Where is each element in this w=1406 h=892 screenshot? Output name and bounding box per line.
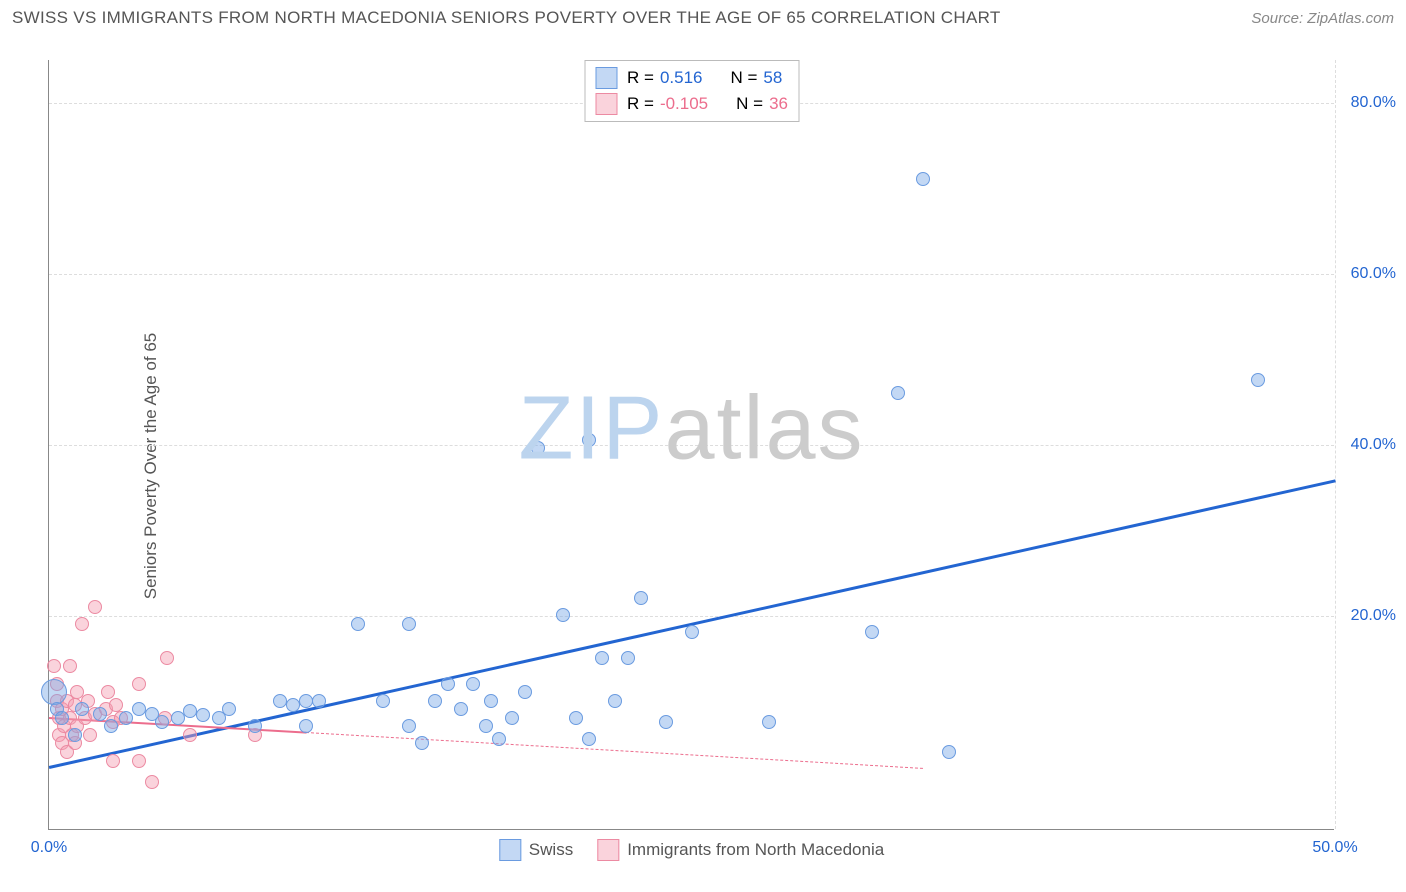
legend-label-macedonia: Immigrants from North Macedonia xyxy=(627,840,884,860)
swiss-point xyxy=(891,386,905,400)
macedonia-point xyxy=(75,617,89,631)
series-legend: Swiss Immigrants from North Macedonia xyxy=(499,839,884,861)
swiss-point xyxy=(582,732,596,746)
y-tick-label: 40.0% xyxy=(1351,436,1396,454)
swiss-point xyxy=(248,719,262,733)
swiss-point xyxy=(75,702,89,716)
gridline-v xyxy=(1335,60,1336,829)
swiss-point xyxy=(351,617,365,631)
swiss-point xyxy=(466,677,480,691)
swiss-point xyxy=(104,719,118,733)
macedonia-point xyxy=(101,685,115,699)
swiss-point xyxy=(569,711,583,725)
swiss-point xyxy=(155,715,169,729)
swiss-point xyxy=(582,433,596,447)
macedonia-swatch-icon xyxy=(597,839,619,861)
trend-line xyxy=(49,479,1336,768)
r-label: R = xyxy=(627,94,654,114)
swiss-point xyxy=(942,745,956,759)
watermark-zip: ZIP xyxy=(518,379,664,479)
chart-container: Seniors Poverty Over the Age of 65 ZIPat… xyxy=(0,40,1406,892)
macedonia-point xyxy=(106,754,120,768)
macedonia-point xyxy=(47,659,61,673)
r-value-macedonia: -0.105 xyxy=(660,94,708,114)
y-tick-label: 20.0% xyxy=(1351,607,1396,625)
swiss-point xyxy=(55,711,69,725)
trend-line xyxy=(306,732,923,769)
source-name: ZipAtlas.com xyxy=(1307,10,1394,27)
legend-item-macedonia: Immigrants from North Macedonia xyxy=(597,839,884,861)
swiss-point xyxy=(685,625,699,639)
correlation-legend: R = 0.516 N = 58 R = -0.105 N = 36 xyxy=(584,60,799,122)
macedonia-point xyxy=(145,775,159,789)
swiss-point xyxy=(916,172,930,186)
x-tick-label: 50.0% xyxy=(1312,839,1357,857)
swiss-point xyxy=(556,608,570,622)
y-tick-label: 80.0% xyxy=(1351,94,1396,112)
swiss-point xyxy=(621,651,635,665)
swiss-point xyxy=(402,719,416,733)
swiss-point xyxy=(222,702,236,716)
plot-area: ZIPatlas R = 0.516 N = 58 R = -0.105 xyxy=(48,60,1334,830)
swiss-point xyxy=(505,711,519,725)
swiss-point xyxy=(41,679,67,705)
source-prefix: Source: xyxy=(1251,10,1303,27)
swiss-point xyxy=(428,694,442,708)
swiss-point xyxy=(531,441,545,455)
watermark-atlas: atlas xyxy=(664,379,864,479)
macedonia-point xyxy=(132,754,146,768)
x-tick-label: 0.0% xyxy=(31,839,67,857)
swiss-point xyxy=(659,715,673,729)
swiss-point xyxy=(479,719,493,733)
swiss-point xyxy=(171,711,185,725)
swiss-point xyxy=(441,677,455,691)
gridline-h xyxy=(49,616,1334,617)
legend-label-swiss: Swiss xyxy=(529,840,573,860)
legend-row-macedonia: R = -0.105 N = 36 xyxy=(595,91,788,117)
swiss-point xyxy=(492,732,506,746)
swiss-point xyxy=(454,702,468,716)
swiss-point xyxy=(608,694,622,708)
y-tick-label: 60.0% xyxy=(1351,265,1396,283)
r-label: R = xyxy=(627,68,654,88)
chart-source: Source: ZipAtlas.com xyxy=(1251,10,1394,27)
swiss-point xyxy=(634,591,648,605)
chart-title: SWISS VS IMMIGRANTS FROM NORTH MACEDONIA… xyxy=(12,8,1001,28)
swiss-point xyxy=(93,707,107,721)
macedonia-point xyxy=(183,728,197,742)
n-value-macedonia: 36 xyxy=(769,94,788,114)
swiss-point xyxy=(865,625,879,639)
swiss-point xyxy=(119,711,133,725)
swiss-swatch-icon xyxy=(499,839,521,861)
legend-row-swiss: R = 0.516 N = 58 xyxy=(595,65,788,91)
macedonia-swatch-icon xyxy=(595,93,617,115)
swiss-point xyxy=(762,715,776,729)
swiss-point xyxy=(1251,373,1265,387)
swiss-point xyxy=(518,685,532,699)
macedonia-point xyxy=(83,728,97,742)
macedonia-point xyxy=(88,600,102,614)
macedonia-point xyxy=(132,677,146,691)
swiss-point xyxy=(312,694,326,708)
r-value-swiss: 0.516 xyxy=(660,68,703,88)
n-label: N = xyxy=(736,94,763,114)
gridline-h xyxy=(49,445,1334,446)
swiss-point xyxy=(595,651,609,665)
macedonia-point xyxy=(63,659,77,673)
swiss-point xyxy=(415,736,429,750)
legend-item-swiss: Swiss xyxy=(499,839,573,861)
watermark: ZIPatlas xyxy=(518,378,864,481)
swiss-point xyxy=(402,617,416,631)
macedonia-point xyxy=(160,651,174,665)
swiss-point xyxy=(299,719,313,733)
swiss-point xyxy=(68,728,82,742)
swiss-point xyxy=(484,694,498,708)
swiss-swatch-icon xyxy=(595,67,617,89)
gridline-h xyxy=(49,274,1334,275)
swiss-point xyxy=(376,694,390,708)
n-value-swiss: 58 xyxy=(763,68,782,88)
chart-header: SWISS VS IMMIGRANTS FROM NORTH MACEDONIA… xyxy=(12,8,1394,28)
swiss-point xyxy=(196,708,210,722)
n-label: N = xyxy=(730,68,757,88)
